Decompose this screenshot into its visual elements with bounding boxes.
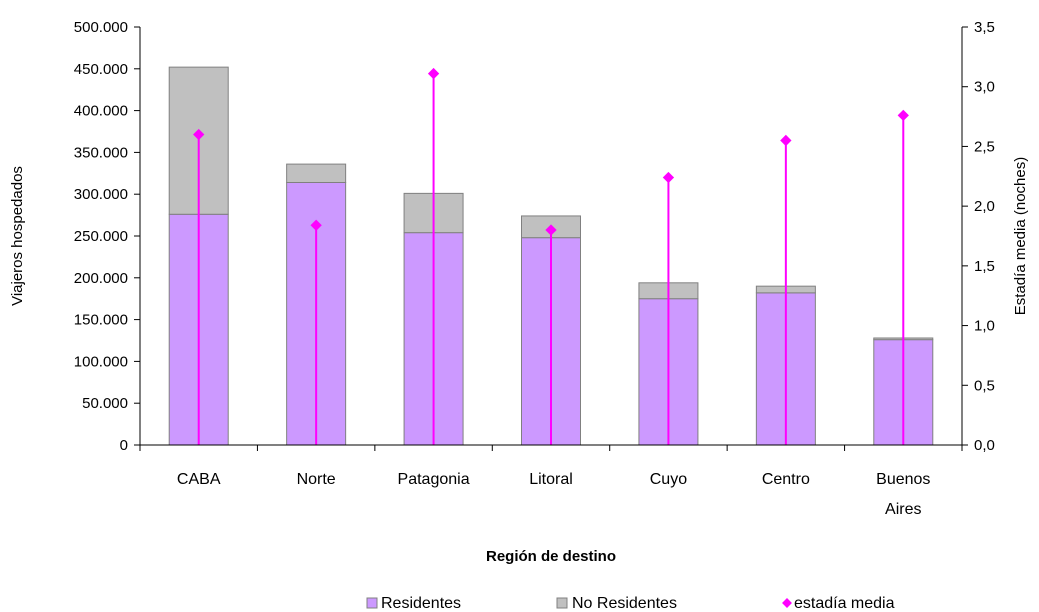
y2-axis-title: Estadía media (noches): [1012, 157, 1029, 315]
category-label: Cuyo: [650, 471, 687, 488]
y-tick-label: 150.000: [74, 312, 128, 329]
y-tick-label: 400.000: [74, 103, 128, 120]
y2-tick-label: 0,5: [974, 377, 995, 394]
y-tick-label: 0: [120, 437, 128, 454]
estadia-point: [545, 224, 557, 236]
y-axis-title: Viajeros hospedados: [9, 166, 26, 306]
legend-label-estadia: estadía media: [794, 595, 895, 612]
axes: [139, 27, 963, 446]
y-tick-label: 100.000: [74, 353, 128, 370]
legend-swatch-no-residentes: [556, 597, 568, 609]
legend-label-no-residentes: No Residentes: [572, 595, 677, 612]
bar-no-residentes: [286, 163, 347, 183]
y-tick-label: 350.000: [74, 144, 128, 161]
category-labels: CABA Norte Patagonia Litoral Cuyo Centro Bueno…: [139, 445, 963, 518]
y2-tick-label: 1,0: [974, 318, 995, 335]
category-label: Centro: [762, 471, 810, 488]
y2-tick-label: 3,0: [974, 79, 995, 96]
y2-axis-ticks: 0,0 0,5 1,0 1,5 2,0 2,5 3,0 3,5: [962, 19, 995, 454]
legend-label-residentes: Residentes: [381, 595, 461, 612]
y2-tick-label: 0,0: [974, 437, 995, 454]
y-tick-label: 450.000: [74, 61, 128, 78]
y2-tick-label: 1,5: [974, 258, 995, 275]
estadia-point: [897, 109, 909, 122]
x-axis-title: Región de destino: [486, 548, 616, 565]
y-tick-label: 500.000: [74, 19, 128, 36]
estadia-point: [780, 134, 792, 147]
category-label: Buenos: [876, 471, 930, 488]
legend-marker-estadia: [782, 598, 792, 608]
y-tick-label: 300.000: [74, 186, 128, 203]
y-axis-ticks: 0 50.000 100.000 150.000 200.000 250.000 300.0…: [74, 19, 140, 454]
category-label: Norte: [297, 471, 336, 488]
estadia-point: [193, 128, 205, 141]
y2-tick-label: 2,5: [974, 138, 995, 155]
y-tick-label: 250.000: [74, 228, 128, 245]
estadia-markers: [193, 67, 909, 445]
legend: Residentes No Residentes estadía media: [366, 595, 895, 612]
y2-tick-label: 2,0: [974, 198, 995, 215]
legend-swatch-residentes: [366, 597, 378, 609]
estadia-point: [662, 171, 675, 184]
estadia-point: [427, 67, 440, 80]
y2-tick-label: 3,5: [974, 19, 995, 36]
category-label: Aires: [885, 501, 921, 518]
y-tick-label: 50.000: [82, 395, 128, 412]
category-label: CABA: [177, 471, 221, 488]
category-label: Patagonia: [398, 471, 470, 488]
y-tick-label: 200.000: [74, 270, 128, 287]
category-label: Litoral: [529, 471, 573, 488]
estadia-point: [310, 219, 322, 231]
